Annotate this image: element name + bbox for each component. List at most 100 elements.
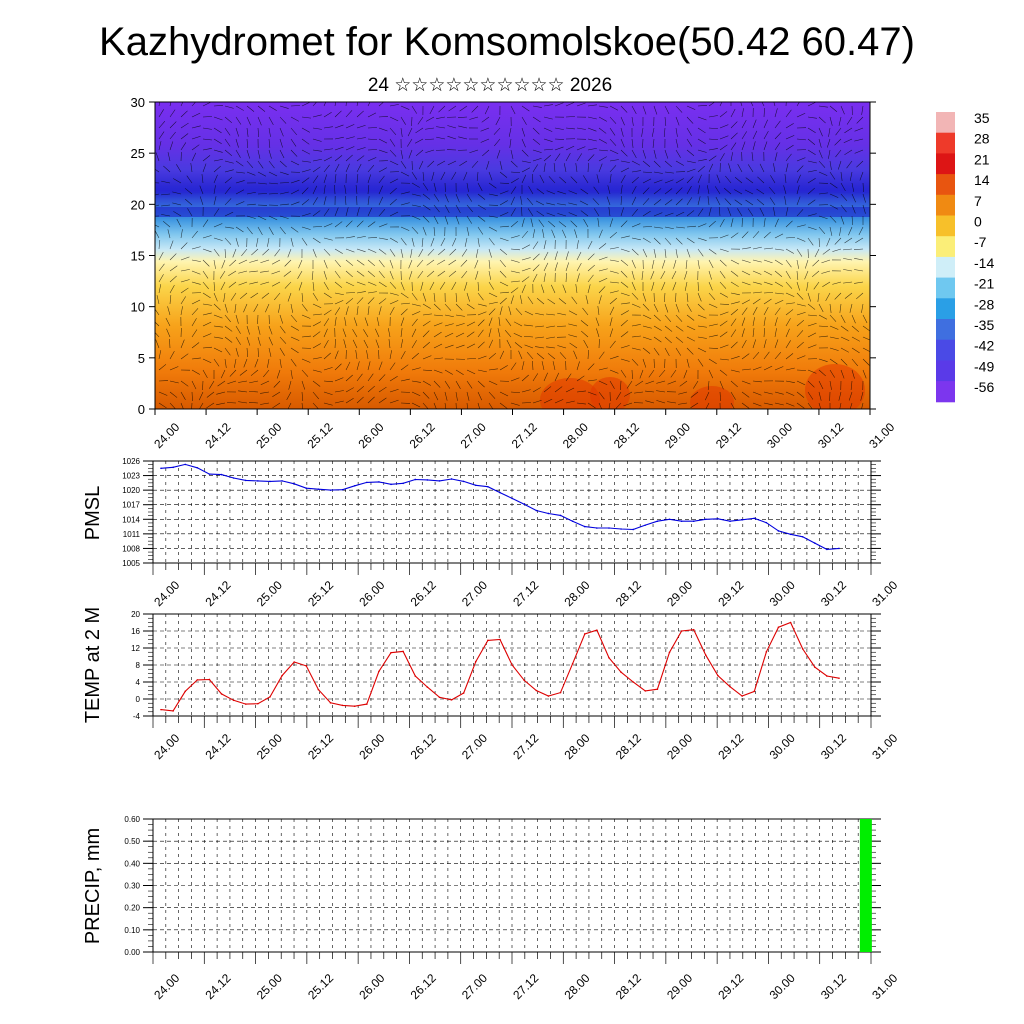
wind-vector [697, 127, 706, 134]
wind-vector [444, 215, 449, 225]
wind-vector [526, 351, 534, 360]
wind-vector [581, 330, 589, 338]
temp-2m-point [692, 628, 695, 631]
wind-vector [279, 160, 287, 168]
wind-vector [826, 237, 831, 247]
wind-vector [180, 229, 183, 239]
wind-vector [334, 317, 337, 327]
wind-vector [719, 270, 726, 279]
wind-vector [631, 292, 639, 300]
wind-vector [653, 303, 659, 313]
wind-vector [213, 347, 223, 353]
wind-vector [466, 204, 473, 213]
temp-2m-point [644, 690, 647, 692]
wind-vector [378, 175, 385, 184]
wind-vector [466, 182, 469, 192]
wind-vector [279, 226, 286, 235]
wind-vector [290, 105, 301, 107]
wind-vector [279, 171, 289, 175]
wind-vector [850, 380, 853, 390]
wind-vector [253, 303, 259, 313]
wind-vector [554, 146, 564, 151]
wind-vector [653, 171, 663, 174]
wind-vector [697, 259, 700, 269]
wind-vector [686, 186, 692, 195]
wind-vector [366, 350, 369, 360]
temp-2m-point [826, 675, 828, 677]
wind-vector [616, 391, 622, 400]
wind-vector [451, 281, 457, 290]
wind-vector [191, 329, 198, 338]
wind-vector [642, 138, 644, 149]
wind-vector [697, 325, 707, 328]
wind-vector [642, 210, 651, 217]
wind-vector [718, 207, 721, 217]
wind-vector [752, 328, 755, 338]
wind-vector [521, 267, 531, 272]
wind-vector [707, 380, 710, 390]
pmsl-point [341, 488, 344, 491]
wind-vector [334, 124, 344, 129]
pmsl-panel: PMSL 1005100810111014101710201023102624.… [82, 457, 901, 609]
wind-vector [752, 298, 761, 305]
wind-vector [587, 240, 593, 250]
wind-vector [812, 259, 820, 267]
wind-vector [598, 229, 603, 239]
wind-vector [532, 361, 534, 371]
wind-vector [861, 402, 864, 409]
wind-vector [228, 270, 237, 276]
wind-vector [559, 176, 567, 184]
wind-vector [241, 248, 248, 257]
wind-vector [474, 259, 479, 269]
wind-vector [837, 160, 842, 170]
wind-vector [436, 116, 446, 119]
temp-2m-point [366, 703, 368, 705]
wind-vector [773, 207, 776, 217]
wind-vector [697, 248, 704, 257]
ytick-label: 0.50 [124, 837, 140, 846]
wind-vector [279, 116, 287, 124]
wind-vector [417, 270, 424, 279]
wind-vector [579, 200, 589, 206]
wind-vector [587, 138, 597, 142]
wind-vector [796, 165, 804, 173]
wind-vector [400, 308, 408, 316]
wind-vector [741, 270, 751, 276]
wind-vector [356, 270, 365, 277]
wind-vector [759, 207, 765, 217]
wind-vector [290, 189, 300, 195]
wind-vector [363, 329, 369, 338]
wind-vector [301, 358, 311, 363]
wind-vector [254, 358, 259, 368]
wind-vector [249, 391, 259, 393]
wind-vector [180, 391, 186, 400]
wind-vector [608, 207, 611, 217]
wind-vector [224, 248, 227, 258]
wind-vector [693, 380, 699, 389]
wind-vector [199, 402, 204, 409]
wind-vector [334, 390, 344, 393]
wind-vector [418, 160, 424, 170]
wind-vector [719, 369, 728, 376]
wind-vector [656, 380, 666, 384]
wind-vector [411, 182, 420, 188]
wind-vector [408, 149, 413, 159]
wind-vector [653, 179, 663, 184]
wind-vector [673, 259, 677, 269]
wind-vector [246, 149, 250, 159]
wind-vector [752, 380, 762, 383]
wind-vector [180, 339, 185, 349]
wind-vector [334, 221, 343, 228]
wind-vector [861, 303, 864, 313]
temp-2m-point [717, 674, 719, 677]
temp-2m-point [705, 654, 707, 657]
wind-vector [481, 116, 490, 123]
wind-vector [546, 202, 556, 206]
wind-vector [279, 182, 290, 184]
wind-vector [469, 116, 479, 120]
wind-vector [686, 197, 693, 206]
xtick-label: 29.00 [664, 731, 695, 762]
wind-vector [290, 369, 293, 379]
wind-vector [475, 248, 479, 258]
xtick-label: 24.00 [151, 971, 182, 1002]
